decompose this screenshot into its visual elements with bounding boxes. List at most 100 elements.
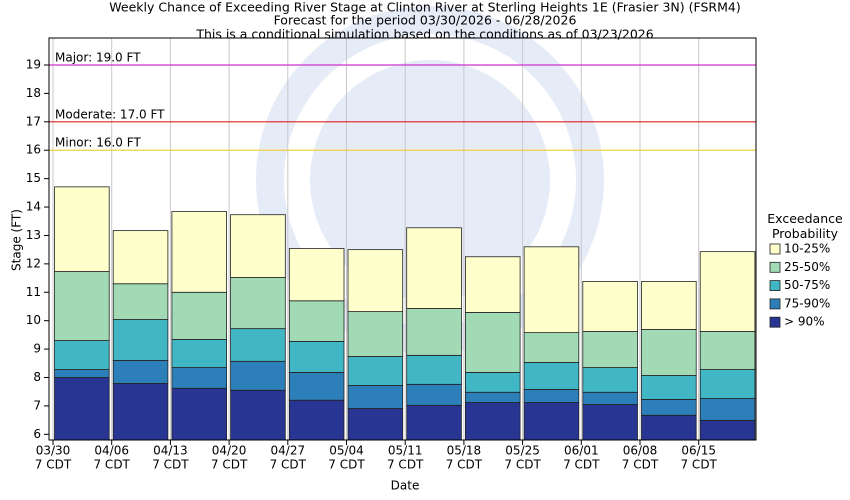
chart-subtitle: This is a conditional simulation based o… (195, 27, 653, 42)
bar-segment (347, 385, 404, 409)
bar-segment (288, 341, 345, 373)
bar-segment (406, 308, 462, 356)
bar-segment (112, 360, 169, 384)
bar-segment (464, 402, 521, 441)
y-axis-title: Stage (FT) (10, 209, 24, 271)
threshold-label: Moderate: 17.0 FT (55, 107, 165, 121)
bar-segment (582, 367, 638, 393)
plot-frame (48, 37, 757, 441)
y-tick-label: 6 (33, 427, 41, 441)
bar-segment (523, 362, 580, 390)
x-tick-sublabel: 7 CDT (93, 458, 130, 472)
bar-segment (54, 340, 110, 370)
bar-segment (582, 281, 638, 332)
bar-segment (288, 371, 345, 401)
bar-segment (230, 277, 286, 330)
y-tick-label: 16 (26, 143, 41, 157)
y-tick-label: 19 (26, 57, 41, 71)
bar-segment (699, 369, 756, 399)
bar-segment (699, 419, 756, 441)
bar-segment (288, 300, 345, 342)
chart-title: Weekly Chance of Exceeding River Stage a… (109, 0, 740, 15)
bar-segment (112, 319, 169, 361)
bar-segment (406, 383, 462, 406)
y-tick-label: 15 (26, 171, 41, 185)
bar-segment (112, 283, 169, 320)
bar-segment (699, 251, 756, 332)
bar-segment (582, 391, 638, 405)
bar-segment (582, 404, 638, 441)
y-tick-label: 7 (33, 398, 41, 412)
bar-segment (230, 389, 286, 441)
y-tick-label: 8 (33, 370, 41, 384)
legend-title: Exceedance Probability (767, 211, 843, 241)
y-tick-label: 12 (26, 256, 41, 270)
x-tick-label: 04/06 (94, 444, 129, 458)
x-tick-label: 06/15 (681, 444, 716, 458)
y-tick-label: 9 (33, 342, 41, 356)
threshold-label: Major: 19.0 FT (55, 50, 141, 64)
bar-segment (699, 398, 756, 421)
x-tick-sublabel: 7 CDT (387, 458, 424, 472)
x-tick-sublabel: 7 CDT (680, 458, 717, 472)
bar-segment (464, 371, 521, 393)
bar-segment (464, 312, 521, 373)
x-tick-label: 04/27 (271, 444, 306, 458)
bar-segment (347, 311, 404, 357)
legend-swatch (769, 280, 781, 292)
bar-segment (464, 256, 521, 313)
bar-segment (54, 377, 110, 441)
bar-segment (641, 414, 697, 441)
legend-swatch (769, 243, 781, 255)
bar-segment (171, 211, 227, 293)
legend-swatch (769, 261, 781, 273)
bar-segment (641, 281, 697, 330)
bar-segment (230, 328, 286, 362)
watermark-disc (310, 60, 550, 300)
x-tick-sublabel: 7 CDT (152, 458, 189, 472)
bar-segment (112, 383, 169, 441)
bar-segment (54, 186, 110, 272)
legend-label: > 90% (784, 315, 825, 329)
bar-segment (230, 360, 286, 391)
x-tick-sublabel: 7 CDT (211, 458, 248, 472)
threshold-label: Minor: 16.0 FT (55, 136, 141, 150)
bar-segment (54, 369, 110, 378)
y-tick-label: 18 (26, 86, 41, 100)
x-tick-label: 05/11 (388, 444, 423, 458)
bar-segment (406, 227, 462, 309)
x-tick-label: 05/18 (447, 444, 482, 458)
bar-segment (641, 398, 697, 416)
bar-segment (171, 367, 227, 389)
y-tick-label: 11 (26, 285, 41, 299)
bar-segment (523, 389, 580, 403)
legend-label: 25-50% (784, 260, 830, 274)
x-tick-sublabel: 7 CDT (446, 458, 483, 472)
bar-segment (288, 248, 345, 302)
x-tick-label: 06/01 (564, 444, 599, 458)
x-tick-sublabel: 7 CDT (504, 458, 541, 472)
x-tick-label: 04/20 (212, 444, 247, 458)
bar-segment (112, 230, 169, 285)
x-tick-label: 04/13 (153, 444, 188, 458)
bar-segment (464, 391, 521, 403)
bar-segment (641, 329, 697, 376)
legend-label: 10-25% (784, 242, 830, 256)
y-tick-label: 17 (26, 114, 41, 128)
x-tick-label: 06/08 (623, 444, 658, 458)
chart-subtitle: Forecast for the period 03/30/2026 - 06/… (274, 13, 577, 28)
legend-label: 75-90% (784, 296, 830, 310)
bar-segment (230, 214, 286, 278)
x-tick-label: 05/25 (505, 444, 540, 458)
legend-swatch (769, 316, 781, 328)
bar-segment (406, 404, 462, 441)
bar-segment (699, 331, 756, 370)
bar-segment (523, 332, 580, 363)
y-tick-label: 13 (26, 228, 41, 242)
x-tick-sublabel: 7 CDT (270, 458, 307, 472)
x-tick-sublabel: 7 CDT (622, 458, 659, 472)
bar-segment (406, 354, 462, 385)
bar-segment (582, 331, 638, 368)
